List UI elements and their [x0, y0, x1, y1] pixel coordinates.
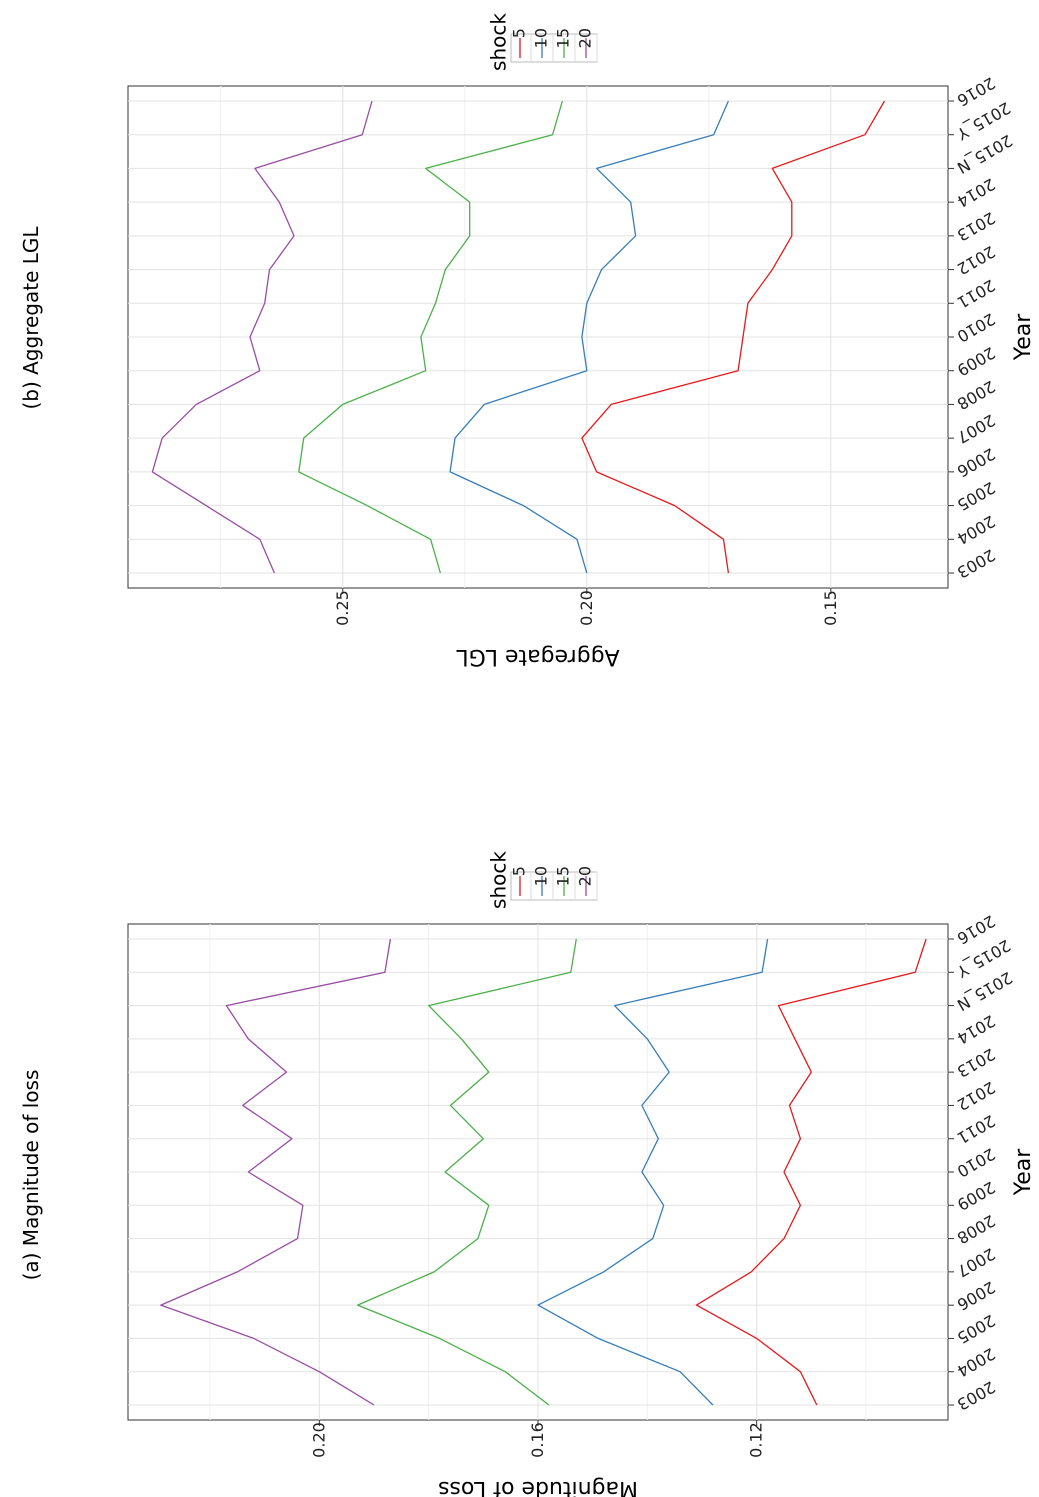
x-tick-label: 2005 [954, 1311, 999, 1348]
x-tick-label: 2009 [954, 343, 999, 380]
x-tick-label: 2016 [954, 73, 999, 110]
x-tick-label: 2006 [954, 444, 999, 481]
x-tick-label: 2008 [954, 377, 999, 414]
y-tick-label: 0.25 [333, 590, 352, 626]
x-tick-label: 2006 [954, 1277, 999, 1314]
x-axis-title: Year [1011, 313, 1036, 362]
legend: shock 5 10 15 20 [487, 13, 598, 71]
x-tick-label: 2013 [954, 208, 999, 245]
x-tick-label: 2014 [954, 1011, 999, 1048]
x-tick-label: 2013 [954, 1044, 999, 1081]
x-tick-label: 2011 [954, 276, 999, 313]
series-line-shock-10 [449, 100, 729, 574]
chart-magnitude-of-loss: 0.12 0.16 0.20 2003200420052006200720082009… [19, 851, 1036, 1497]
y-tick-label: 0.12 [747, 1422, 766, 1458]
legend-title: shock [487, 851, 511, 909]
legend-box [510, 33, 598, 63]
x-tick-label: 2012 [954, 242, 999, 279]
x-tick-label: 2016 [954, 911, 999, 948]
series-line-shock-20 [160, 938, 392, 1406]
x-tick-label: 2007 [954, 1244, 999, 1281]
y-tick-label: 0.16 [528, 1422, 547, 1458]
series-line-shock-5 [581, 100, 886, 574]
y-tick-label: 0.15 [821, 590, 840, 626]
x-tick-label: 2004 [954, 1344, 999, 1381]
series-line-shock-20 [151, 100, 373, 574]
y-tick-label: 0.20 [309, 1422, 328, 1458]
chart-aggregate-lgl: 0.15 0.20 0.25 2003200420052006200720082009… [19, 13, 1036, 669]
x-tick-label: 2003 [954, 545, 999, 582]
legend-label-shock-5: 5 [510, 28, 529, 38]
x-tick-label: 2014 [954, 174, 999, 211]
legend-label-shock-15: 15 [554, 28, 573, 48]
x-tick-label: 2010 [954, 1144, 999, 1181]
panel-caption: (b) Aggregate LGL [19, 226, 43, 410]
legend: shock 5 10 15 20 [487, 851, 598, 909]
legend-title: shock [487, 13, 511, 71]
legend-label-shock-20: 20 [576, 28, 595, 48]
x-tick-label: 2012 [954, 1078, 999, 1115]
legend-label-shock-20: 20 [576, 866, 595, 886]
x-tick-label: 2005 [954, 478, 999, 515]
legend-label-shock-15: 15 [554, 866, 573, 886]
x-tick-label: 2008 [954, 1211, 999, 1248]
series-line-shock-5 [695, 938, 927, 1406]
legend-label-shock-5: 5 [510, 866, 529, 876]
y-axis-title: Aggregate LGL [456, 644, 620, 669]
x-tick-label: 2007 [954, 410, 999, 447]
x-tick-label: 2011 [954, 1111, 999, 1148]
legend-label-shock-10: 10 [532, 28, 551, 48]
x-tick-label: 2009 [954, 1178, 999, 1215]
series-line-shock-10 [537, 938, 769, 1406]
y-tick-label: 0.20 [577, 590, 596, 626]
legend-box [510, 871, 598, 901]
series-line-shock-15 [356, 938, 577, 1406]
legend-label-shock-10: 10 [532, 866, 551, 886]
x-tick-label: 2003 [954, 1377, 999, 1414]
series-line-shock-15 [298, 100, 564, 574]
y-axis-title: Magnitude of Loss [438, 1476, 638, 1497]
panel-caption: (a) Magnitude of loss [19, 1070, 43, 1281]
x-tick-label: 2010 [954, 309, 999, 346]
x-tick-label: 2004 [954, 512, 999, 549]
x-axis-title: Year [1011, 1148, 1036, 1197]
